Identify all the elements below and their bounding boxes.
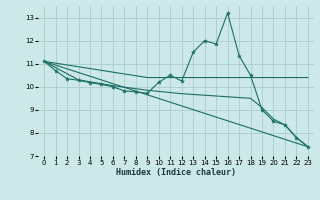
X-axis label: Humidex (Indice chaleur): Humidex (Indice chaleur) [116,168,236,177]
